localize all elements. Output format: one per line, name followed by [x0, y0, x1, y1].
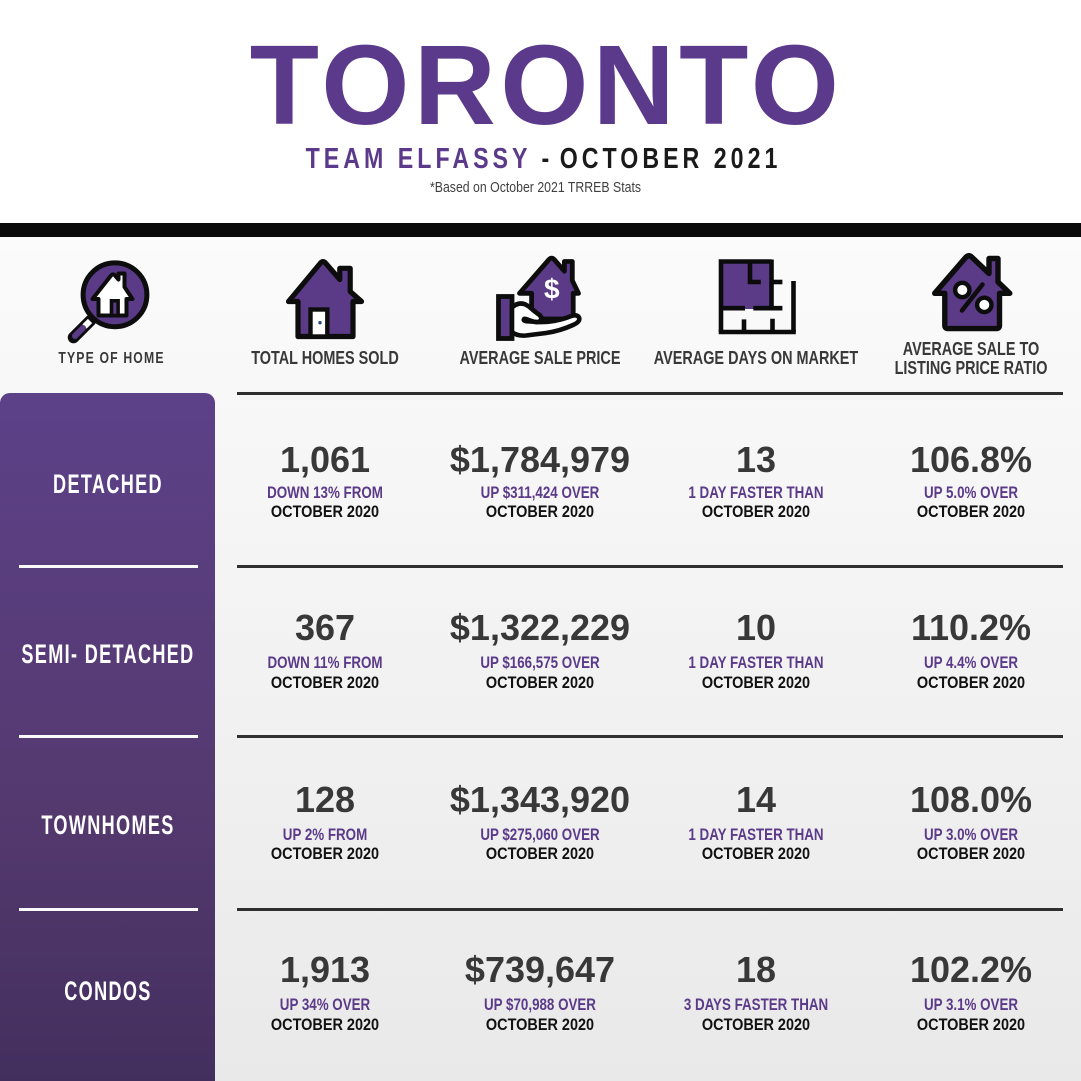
svg-text:$: $ — [544, 274, 560, 305]
